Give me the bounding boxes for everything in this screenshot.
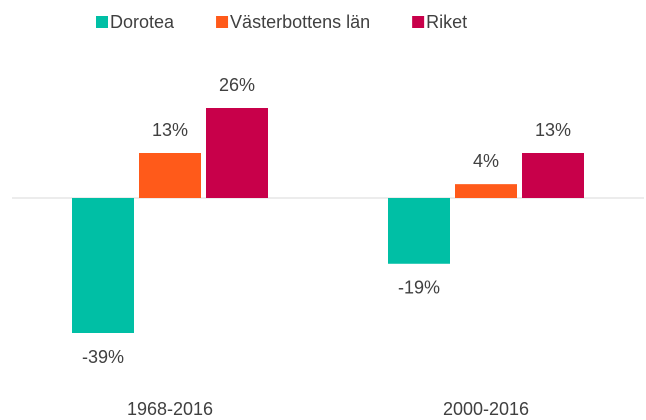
legend-label: Västerbottens län bbox=[230, 12, 370, 32]
value-label: 4% bbox=[473, 151, 499, 171]
value-label: 13% bbox=[535, 120, 571, 140]
value-label: -39% bbox=[82, 347, 124, 367]
bar bbox=[72, 198, 134, 333]
bar bbox=[206, 108, 268, 198]
legend-label: Dorotea bbox=[110, 12, 175, 32]
legend-swatch bbox=[412, 16, 425, 28]
x-tick-label: 1968-2016 bbox=[127, 399, 213, 419]
bar bbox=[139, 153, 201, 198]
legend-swatch bbox=[216, 16, 229, 28]
value-label: 13% bbox=[152, 120, 188, 140]
value-label: 26% bbox=[219, 75, 255, 95]
bar bbox=[388, 198, 450, 264]
x-tick-label: 2000-2016 bbox=[443, 399, 529, 419]
legend-swatch bbox=[96, 16, 108, 28]
bar bbox=[522, 153, 584, 198]
value-label: -19% bbox=[398, 278, 440, 298]
bar bbox=[455, 184, 517, 198]
legend-label: Riket bbox=[426, 12, 467, 32]
